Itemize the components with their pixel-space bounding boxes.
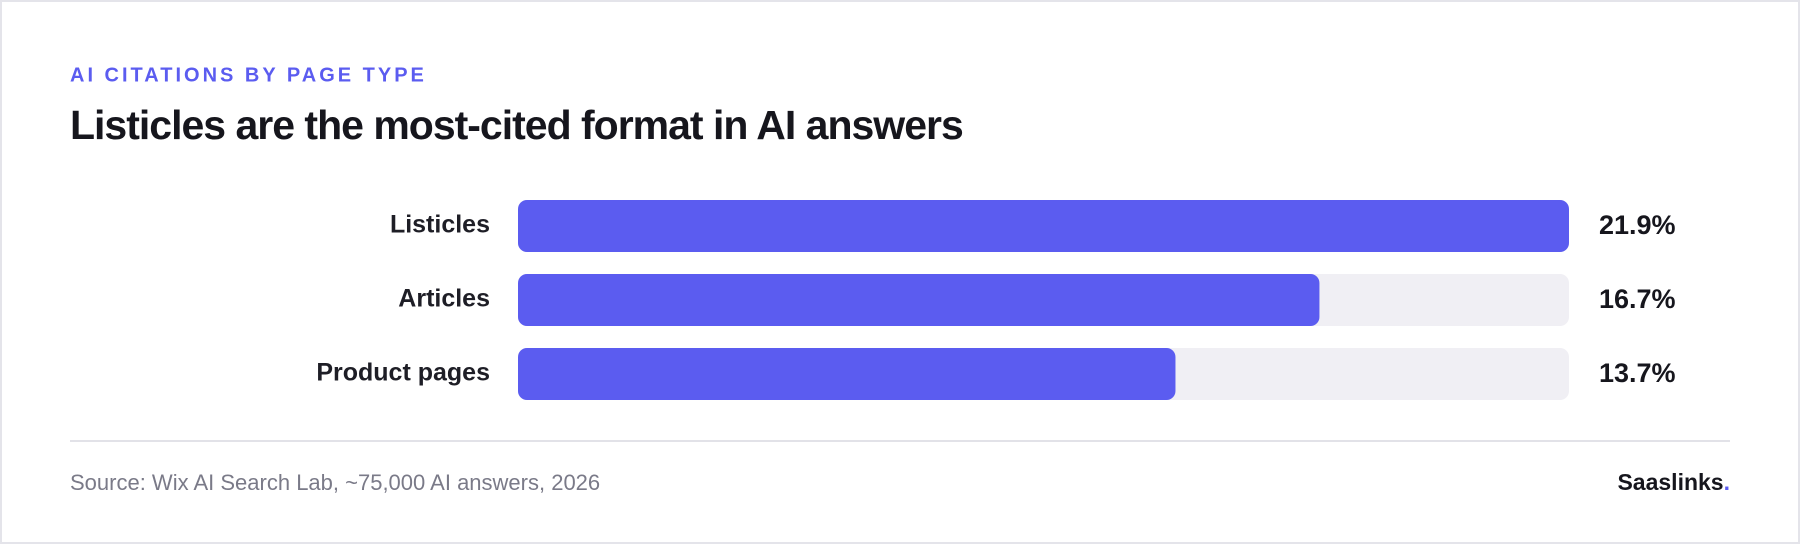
category-label: Listicles [390,211,490,239]
bar [518,348,1176,400]
bar [518,200,1569,252]
value-label: 13.7% [1599,358,1676,388]
eyebrow: AI CITATIONS BY PAGE TYPE [70,64,427,86]
brand-name: Saaslinks [1617,469,1723,495]
category-label: Articles [398,285,490,313]
source-note: Source: Wix AI Search Lab, ~75,000 AI an… [70,470,600,495]
bar [518,274,1320,326]
brand: Saaslinks. [1617,469,1730,495]
value-label: 16.7% [1599,284,1676,314]
brand-mark: . [1724,469,1730,495]
value-label: 21.9% [1599,210,1676,240]
chart-title: Listicles are the most-cited format in A… [70,102,963,148]
category-label: Product pages [316,359,490,387]
